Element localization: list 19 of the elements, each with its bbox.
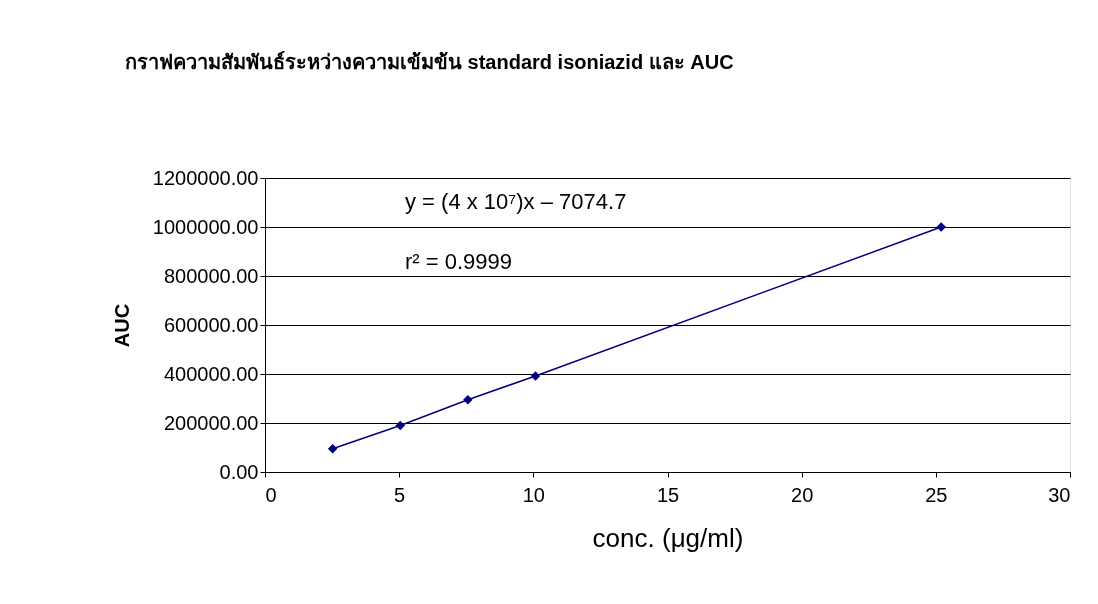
x-tick-label: 20 [791,483,814,506]
chart-title: กราฟความสัมพันธ์ระหว่างความเข้มข้น standard isoniazid และ AUC [125,51,734,73]
y-tick-label: 1000000.00 [152,215,259,238]
y-tick-label: 800000.00 [163,264,259,287]
y-tick-label: 1200000.00 [152,166,259,189]
y-tick-label: 0.00 [219,460,259,483]
x-tick-label: 0 [265,483,277,506]
x-tick-label: 15 [656,483,680,506]
x-tick-label: 30 [1048,483,1071,506]
y-axis-title: AUC [110,303,133,348]
annotation: y = (4 x 10⁷)x – 7074.7 [405,189,627,214]
annotation: r² = 0.9999 [405,249,513,274]
y-tick-label: 400000.00 [163,362,259,385]
x-tick-label: 10 [522,483,545,506]
x-tick-label: 5 [394,483,406,506]
x-axis-title: conc. (μg/ml) [592,522,744,553]
x-tick-label: 25 [925,483,948,506]
y-tick-label: 600000.00 [163,313,259,336]
y-tick-label: 200000.00 [163,411,259,434]
